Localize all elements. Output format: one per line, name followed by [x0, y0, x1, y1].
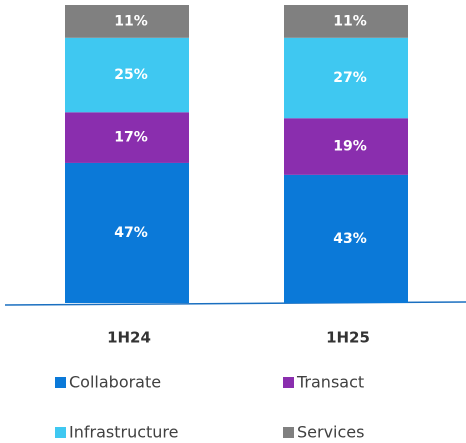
legend-swatch — [55, 427, 66, 438]
bar-segment — [284, 118, 408, 175]
legend-swatch — [283, 427, 294, 438]
data-label: 25% — [114, 67, 148, 83]
bar-segment — [65, 37, 189, 113]
bar-segment — [65, 112, 189, 163]
data-label: 19% — [333, 139, 367, 155]
x-tick-label: 1H24 — [107, 329, 151, 347]
data-label: 11% — [333, 13, 367, 29]
data-label: 27% — [333, 70, 367, 86]
bar-segment — [284, 174, 408, 303]
x-tick-label: 1H25 — [326, 329, 370, 347]
legend-swatch — [283, 377, 294, 388]
data-label: 43% — [333, 231, 367, 247]
data-label: 17% — [114, 130, 148, 146]
legend-label: Collaborate — [69, 373, 161, 392]
bar-segment — [65, 162, 189, 303]
legend-label: Infrastructure — [69, 423, 178, 442]
legend-label: Services — [297, 423, 364, 442]
bar-segment — [284, 37, 408, 119]
data-label: 11% — [114, 13, 148, 29]
legend-swatch — [55, 377, 66, 388]
bar-segment — [284, 5, 408, 38]
bar-segment — [65, 5, 189, 38]
data-label: 47% — [114, 225, 148, 241]
legend-label: Transact — [296, 373, 364, 392]
